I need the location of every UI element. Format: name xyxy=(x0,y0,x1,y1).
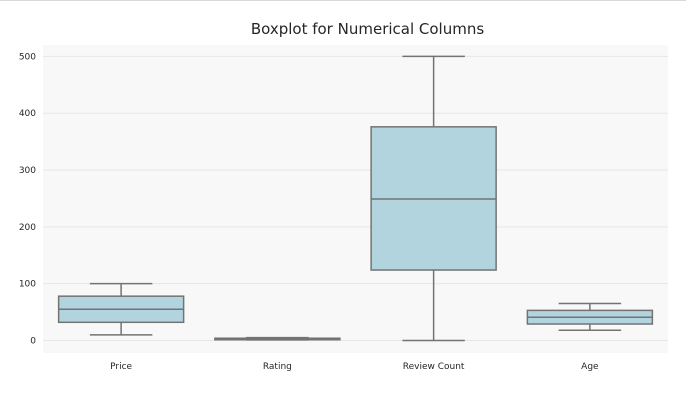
x-axis-labels: Price Rating Review Count Age xyxy=(110,362,599,372)
y-tick-label: 200 xyxy=(19,223,36,233)
y-tick-label: 0 xyxy=(30,336,36,346)
x-category-label: Rating xyxy=(263,362,292,372)
y-tick-label: 500 xyxy=(19,52,36,62)
box-review-count xyxy=(370,55,497,342)
y-tick-label: 400 xyxy=(19,109,36,119)
x-category-label: Review Count xyxy=(403,362,465,372)
y-axis-ticks: 0 100 200 300 400 500 xyxy=(19,52,36,346)
y-tick-label: 100 xyxy=(19,280,36,290)
boxes xyxy=(57,55,654,342)
box-age xyxy=(526,302,654,332)
x-category-label: Price xyxy=(110,362,132,372)
x-category-label: Age xyxy=(581,362,599,372)
top-divider xyxy=(0,0,686,1)
y-tick-label: 300 xyxy=(19,166,36,176)
box-price xyxy=(57,282,185,336)
chart-title: Boxplot for Numerical Columns xyxy=(251,20,485,38)
box-rating xyxy=(214,336,341,341)
